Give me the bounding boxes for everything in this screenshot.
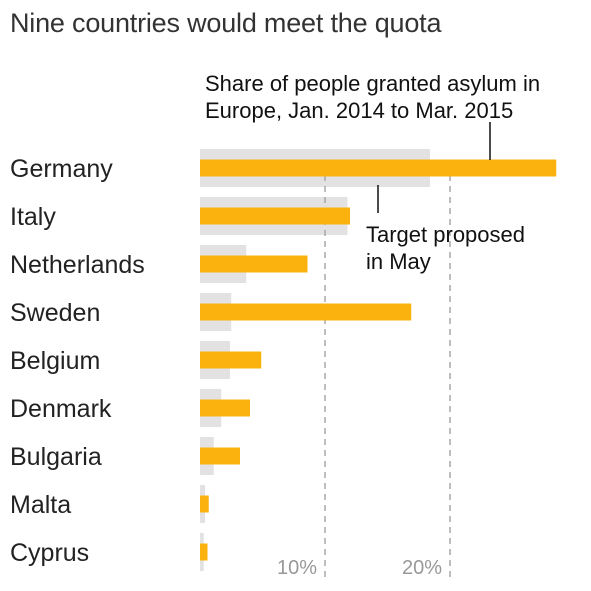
grid-lines: [324, 164, 451, 577]
share-bar-denmark: [200, 399, 250, 417]
share-bars: [200, 159, 557, 561]
share-bar-germany: [200, 159, 557, 177]
category-label: Cyprus: [10, 539, 89, 567]
share-bar-italy: [200, 207, 350, 225]
target-annotation-text: in May: [366, 249, 431, 274]
share-annotation-text: Europe, Jan. 2014 to Mar. 2015: [205, 98, 513, 123]
category-label: Bulgaria: [10, 443, 102, 471]
share-bar-sweden: [200, 303, 412, 321]
annotations: Share of people granted asylum inEurope,…: [205, 71, 540, 274]
share-bar-netherlands: [200, 255, 308, 273]
category-label: Belgium: [10, 347, 100, 375]
category-label: Netherlands: [10, 251, 145, 279]
share-bar-belgium: [200, 351, 262, 369]
category-label: Italy: [10, 203, 56, 231]
x-tick-labels: 10% 20%: [277, 557, 442, 579]
target-annotation-text: Target proposed: [366, 222, 525, 247]
chart-title: Nine countries would meet the quota: [10, 8, 442, 38]
share-bar-bulgaria: [200, 447, 240, 465]
share-bar-malta: [200, 495, 209, 513]
x-tick-label: 10%: [277, 557, 317, 579]
share-bar-cyprus: [200, 543, 208, 561]
category-label: Germany: [10, 155, 113, 183]
x-tick-label: 20%: [402, 557, 442, 579]
category-label: Malta: [10, 491, 71, 519]
category-label: Sweden: [10, 299, 100, 327]
category-label: Denmark: [10, 395, 112, 423]
share-annotation-text: Share of people granted asylum in: [205, 71, 540, 96]
category-labels: Germany Italy Netherlands Sweden Belgium Denm…: [10, 155, 145, 567]
